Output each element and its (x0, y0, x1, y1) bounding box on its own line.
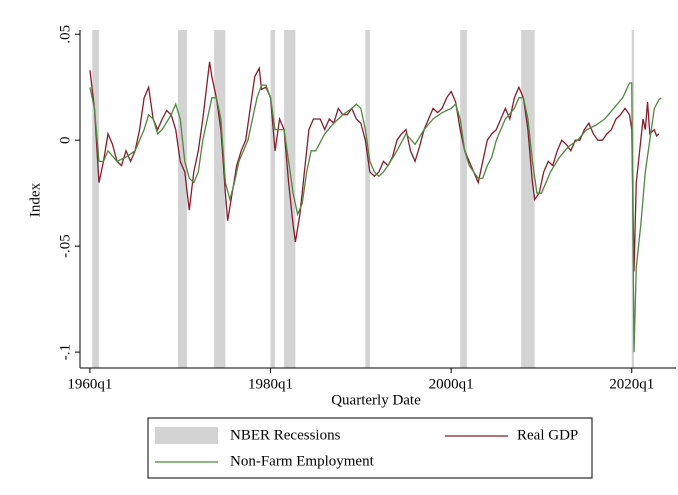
y-tick-label: -.1 (57, 344, 73, 360)
y-tick-label: 0 (57, 136, 73, 144)
x-axis-label: Quarterly Date (331, 392, 421, 408)
x-tick-label: 1960q1 (67, 376, 112, 392)
legend-label: Real GDP (517, 427, 578, 443)
recession-band (365, 30, 370, 368)
legend-label: Non-Farm Employment (230, 453, 375, 469)
y-tick-label: .05 (57, 25, 73, 44)
recession-band (521, 30, 535, 368)
legend-box (147, 417, 593, 479)
legend-label: NBER Recessions (230, 427, 341, 443)
recession-band (460, 30, 467, 368)
x-tick-label: 2020q1 (609, 376, 654, 392)
recession-band (270, 30, 276, 368)
x-tick-label: 1980q1 (248, 376, 293, 392)
recession-band (92, 30, 99, 368)
series-line (89, 82, 662, 353)
y-tick-label: -.05 (57, 234, 73, 258)
recession-band (177, 30, 188, 368)
x-tick-label: 2000q1 (429, 376, 474, 392)
y-axis-label: Index (27, 182, 43, 217)
recession-band (214, 30, 226, 368)
legend-swatch (155, 427, 218, 444)
